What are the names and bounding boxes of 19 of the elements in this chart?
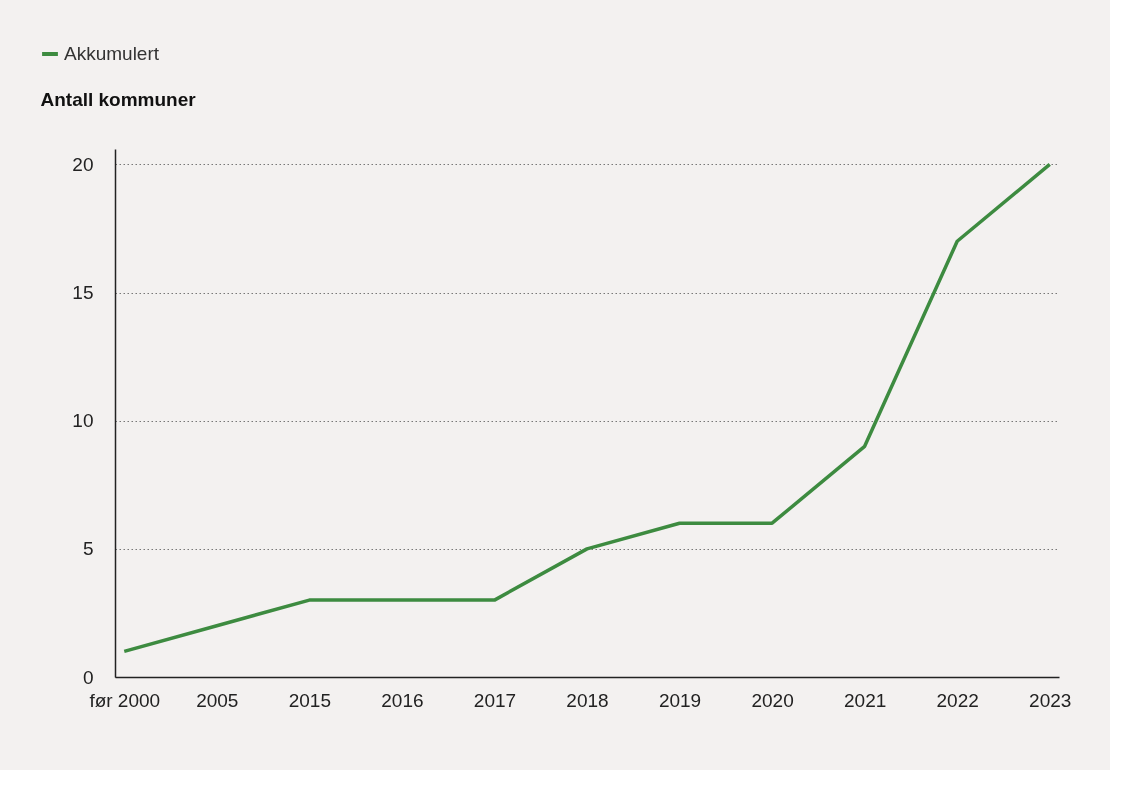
x-tick-label: 2022 (936, 689, 979, 711)
x-tick-label: 2005 (196, 689, 239, 711)
y-axis-title: Antall kommuner (40, 88, 197, 110)
x-tick-label: 2023 (1029, 689, 1072, 711)
y-tick-label: 10 (72, 410, 94, 432)
x-tick-label: før 2000 (89, 689, 161, 711)
x-tick-label: 2018 (566, 689, 609, 711)
y-tick-label: 20 (72, 153, 94, 175)
y-tick-label: 15 (72, 282, 94, 304)
x-tick-label: 2017 (473, 689, 517, 711)
legend-label: Akkumulert (64, 43, 160, 64)
line-series (122, 162, 1052, 654)
x-tick-label: 2016 (381, 689, 424, 711)
x-tick-label: 2020 (751, 689, 794, 711)
y-tick-label: 5 (82, 538, 94, 560)
y-tick-label: 0 (82, 666, 94, 688)
x-tick-label: 2019 (658, 689, 702, 711)
x-tick-label: 2015 (288, 689, 331, 711)
x-tick-label: 2021 (844, 689, 887, 711)
